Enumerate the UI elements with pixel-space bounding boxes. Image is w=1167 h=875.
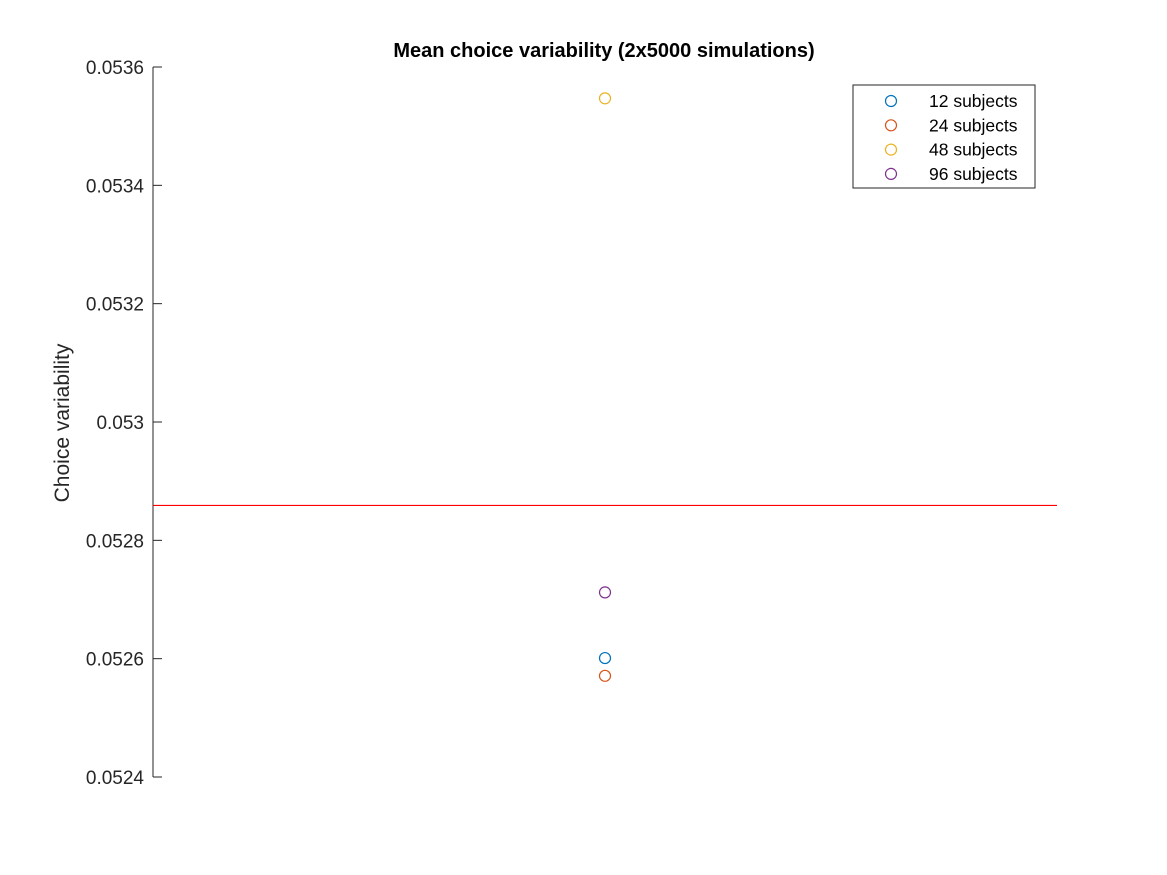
data-point[interactable] xyxy=(598,651,612,665)
legend-entry[interactable]: 12 subjects xyxy=(884,91,1018,111)
legend-marker xyxy=(884,143,898,156)
y-tick-label: 0.053 xyxy=(96,413,144,434)
chart-title: Mean choice variability (2x5000 simulati… xyxy=(393,40,814,62)
plot-content xyxy=(153,92,1057,682)
y-tick-label: 0.0524 xyxy=(86,768,145,789)
legend-marker xyxy=(884,167,898,180)
legend-entry[interactable]: 24 subjects xyxy=(884,115,1018,135)
data-point[interactable] xyxy=(598,669,612,682)
y-tick-label: 0.0532 xyxy=(86,295,144,316)
legend-label: 24 subjects xyxy=(929,115,1018,135)
legend-items: 12 subjects 24 subjects 48 subjects 96 subj… xyxy=(884,91,1018,184)
data-point[interactable] xyxy=(598,586,612,599)
legend-label: 96 subjects xyxy=(929,164,1018,184)
y-ticks: 0.0524 0.0526 0.0528 0.053 0.0532 0.0534 0.053… xyxy=(86,58,162,789)
legend-label: 12 subjects xyxy=(929,91,1018,111)
y-axis-label: Choice variability xyxy=(51,343,74,502)
legend-entry[interactable]: 48 subjects xyxy=(884,140,1018,160)
y-tick-label: 0.0528 xyxy=(86,531,144,552)
axes: 0.0524 0.0526 0.0528 0.053 0.0532 0.0534 0.053… xyxy=(86,58,162,789)
legend-marker xyxy=(884,119,898,132)
legend-marker xyxy=(884,94,898,108)
y-tick-label: 0.0526 xyxy=(86,650,144,671)
legend-label: 48 subjects xyxy=(929,140,1018,160)
legend-box xyxy=(852,84,1036,189)
data-point[interactable] xyxy=(598,92,612,105)
y-tick-label: 0.0536 xyxy=(86,58,144,79)
legend-entry[interactable]: 96 subjects xyxy=(884,164,1018,184)
y-tick-label: 0.0534 xyxy=(86,176,145,197)
legend[interactable]: 12 subjects 24 subjects 48 subjects 96 subj… xyxy=(852,84,1036,189)
